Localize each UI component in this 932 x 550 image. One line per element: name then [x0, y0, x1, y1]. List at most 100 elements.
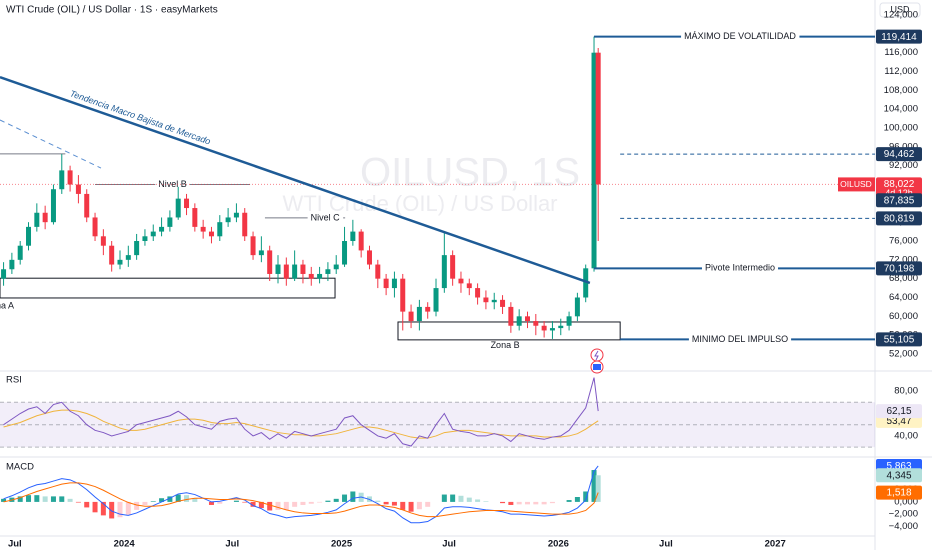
candle-body	[142, 236, 148, 242]
candle-body	[159, 226, 165, 232]
candle-body	[109, 245, 115, 265]
macd-bar	[109, 501, 115, 519]
candle-body	[59, 170, 65, 190]
candle-body	[134, 241, 140, 256]
price-label-box	[876, 332, 922, 347]
y-tick-label: 104,000	[884, 104, 918, 115]
y-tick-label: 0,000	[894, 496, 918, 507]
macd-bar	[425, 501, 431, 507]
y-tick-label: −2,000	[889, 509, 918, 520]
price-label: 55,105	[884, 335, 915, 346]
pane-title: MACD	[6, 462, 34, 473]
watermark-symbol: OILUSD, 1S	[360, 151, 580, 195]
y-tick-label: 108,000	[884, 85, 918, 96]
price-label-box	[876, 211, 922, 226]
marker-layer: MÁXIMO DE VOLATILIDAD Pivote Intermedio MI…	[594, 29, 875, 345]
hist-value-label: 4,345	[886, 470, 911, 481]
macd-bar	[441, 494, 447, 502]
rsi-line	[3, 409, 599, 439]
candle-body	[483, 297, 489, 303]
candle-body	[383, 278, 389, 289]
price-label-box	[876, 147, 922, 162]
macd-bar	[549, 501, 555, 504]
candle-body	[466, 283, 472, 289]
macd-bar	[233, 500, 239, 502]
candle-body	[558, 325, 564, 329]
candle-body	[67, 170, 73, 185]
macd-bar	[275, 501, 281, 510]
candle-body	[125, 255, 131, 260]
macd-line	[3, 465, 599, 524]
candle-body	[275, 264, 281, 274]
candle-body	[350, 231, 356, 242]
macd-bar	[42, 496, 48, 502]
y-tick-label: 64,000	[889, 292, 918, 303]
macd-bar	[26, 495, 32, 502]
candle-body	[84, 193, 90, 218]
macd-bar	[333, 498, 339, 502]
candle-body	[524, 316, 530, 322]
candle-body	[26, 226, 32, 246]
y-tick-label: 96,000	[889, 141, 918, 152]
candle-body	[200, 226, 206, 232]
y-tick-label: 124,000	[884, 10, 918, 21]
macd-bar	[208, 501, 214, 505]
candle-body	[450, 255, 456, 279]
signal-value-label: 1,518	[886, 488, 911, 499]
candle-body	[595, 52, 601, 185]
macd-bar	[408, 501, 414, 512]
macd-bar	[533, 501, 539, 505]
macd-bar	[524, 501, 530, 505]
y-tick-label: 116,000	[884, 47, 918, 58]
candle-body	[92, 217, 98, 237]
macd-bar	[150, 501, 156, 502]
candle-body	[150, 231, 156, 237]
zone	[0, 277, 336, 299]
macd-bar	[67, 498, 73, 502]
macd-bar	[466, 497, 472, 502]
macd-bar	[325, 500, 331, 502]
candle-body	[283, 264, 289, 279]
candle-body	[42, 212, 48, 223]
candle-body	[375, 264, 381, 279]
macd-bar	[450, 494, 456, 502]
event-icon[interactable]	[590, 348, 604, 362]
macd-bar	[117, 501, 123, 518]
chart-title: WTI Crude (OIL) / US Dollar · 1S · easyM…	[6, 5, 218, 16]
candle-body	[175, 198, 181, 218]
x-tick-label: 2025	[331, 539, 353, 550]
macd-line	[3, 482, 599, 518]
candle-body	[317, 273, 323, 279]
y-tick-label: 72,000	[889, 254, 918, 265]
currency-button[interactable]	[879, 2, 921, 18]
candle-body	[250, 236, 256, 256]
candle-body	[233, 212, 239, 218]
line-label: MINIMO DEL IMPULSO	[692, 334, 788, 344]
line-label-bg	[307, 211, 344, 224]
macd-bar	[574, 497, 580, 502]
price-label: 94,462	[884, 149, 915, 160]
macd-bar	[541, 501, 547, 505]
candle-body	[416, 306, 422, 322]
x-tick-label: 2026	[548, 539, 569, 550]
macd-bar	[50, 496, 56, 502]
line-label-bg	[681, 29, 800, 42]
candle-body	[208, 231, 214, 237]
candle-body	[50, 189, 56, 223]
candle-body	[491, 299, 497, 303]
y-tick-label: −4,000	[889, 521, 918, 532]
macd-bar	[500, 501, 506, 504]
y-tick-label: 40,00	[894, 430, 918, 441]
macd-bar	[59, 496, 65, 502]
candle-body	[308, 273, 314, 279]
macd-bar	[192, 498, 198, 502]
candle-body	[325, 269, 331, 274]
macd-bar	[242, 501, 248, 503]
macd-bar	[308, 501, 314, 504]
candle-body	[508, 306, 514, 326]
candle-body	[475, 288, 481, 298]
candle-body	[117, 259, 123, 265]
price-label-box	[876, 29, 922, 44]
candle-body	[541, 325, 547, 331]
